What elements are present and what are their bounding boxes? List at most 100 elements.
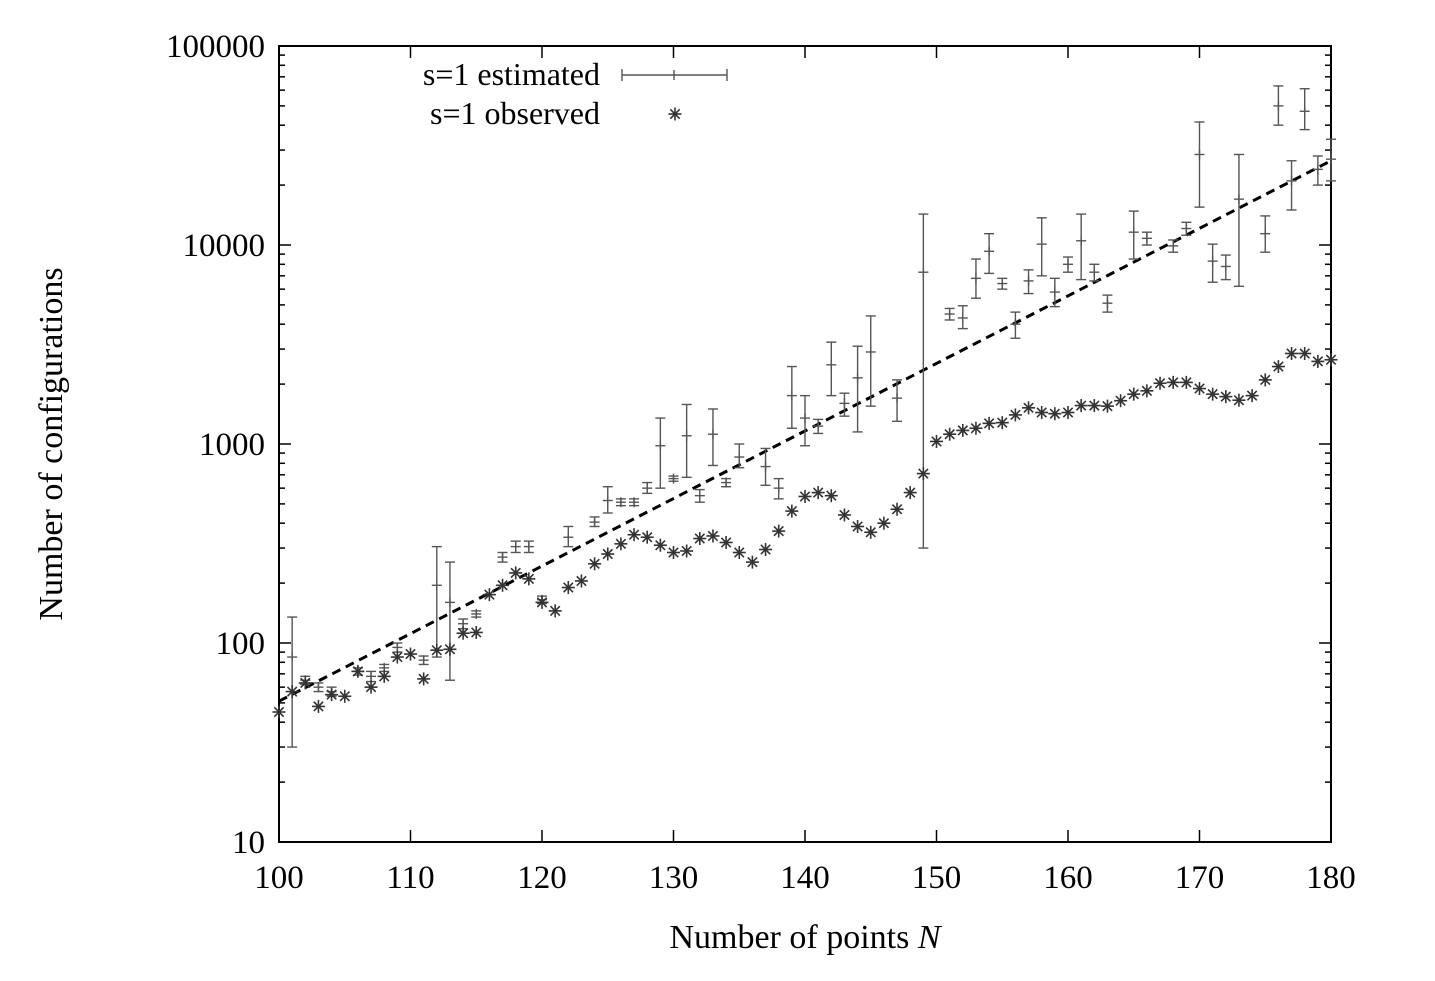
observed-point bbox=[364, 680, 378, 694]
observed-point bbox=[1008, 408, 1022, 422]
observed-point bbox=[1206, 387, 1220, 401]
legend-star-marker bbox=[668, 107, 682, 121]
observed-point bbox=[732, 545, 746, 559]
estimated-point bbox=[852, 345, 863, 433]
estimated-point bbox=[892, 379, 903, 423]
estimated-point bbox=[1326, 138, 1336, 182]
observed-point bbox=[509, 566, 523, 580]
estimated-point bbox=[1194, 121, 1205, 208]
observed-point bbox=[680, 544, 694, 558]
observed-point bbox=[719, 535, 733, 549]
estimated-point bbox=[1036, 217, 1047, 277]
observed-point bbox=[272, 705, 286, 719]
observed-point bbox=[1127, 387, 1141, 401]
x-tick-label: 110 bbox=[386, 860, 434, 896]
estimated-point bbox=[694, 488, 705, 503]
observed-point bbox=[588, 557, 602, 571]
observed-point bbox=[1324, 353, 1338, 367]
observed-point bbox=[1114, 394, 1128, 408]
observed-point bbox=[456, 626, 470, 640]
estimated-point bbox=[1273, 85, 1284, 126]
y-tick-label: 100000 bbox=[166, 29, 265, 65]
estimated-point bbox=[1207, 243, 1218, 283]
estimated-point bbox=[773, 477, 784, 500]
x-tick-label: 100 bbox=[254, 860, 304, 896]
observed-point bbox=[903, 486, 917, 500]
estimated-point bbox=[1076, 213, 1087, 281]
estimated-point bbox=[1299, 88, 1310, 131]
observed-point bbox=[561, 581, 575, 595]
estimated-point bbox=[970, 258, 981, 299]
estimated-point bbox=[918, 213, 929, 549]
y-tick-label: 1000 bbox=[199, 427, 265, 463]
estimated-point bbox=[523, 540, 534, 554]
observed-point bbox=[1035, 405, 1049, 419]
observed-point bbox=[417, 672, 431, 686]
x-tick-label: 170 bbox=[1175, 860, 1225, 896]
observed-point bbox=[390, 650, 404, 664]
x-tick-label: 160 bbox=[1043, 860, 1093, 896]
x-tick-label: 140 bbox=[780, 860, 830, 896]
estimated-point bbox=[642, 481, 653, 495]
observed-point bbox=[1179, 375, 1193, 389]
observed-point bbox=[1048, 407, 1062, 421]
estimated-point bbox=[431, 545, 442, 658]
estimated-point bbox=[1168, 239, 1179, 253]
observed-point bbox=[1219, 390, 1233, 404]
estimated-point bbox=[1102, 294, 1113, 313]
observed-point bbox=[285, 685, 299, 699]
observed-point bbox=[943, 427, 957, 441]
y-tick-label: 10000 bbox=[183, 228, 266, 264]
legend: s=1 estimated s=1 observed bbox=[423, 56, 728, 131]
estimated-point bbox=[1233, 153, 1244, 288]
estimated-point bbox=[1312, 155, 1323, 186]
estimated-point bbox=[287, 616, 298, 748]
observed-point bbox=[1087, 399, 1101, 413]
y-tick-label: 10 bbox=[232, 825, 265, 861]
estimated-point bbox=[615, 497, 626, 508]
observed-point bbox=[548, 604, 562, 618]
x-tick-label: 150 bbox=[912, 860, 962, 896]
estimated-point bbox=[944, 307, 955, 321]
observed-point bbox=[785, 504, 799, 518]
observed-point bbox=[693, 532, 707, 546]
observed-point bbox=[930, 434, 943, 448]
observed-point bbox=[1245, 389, 1259, 403]
estimated-point bbox=[813, 418, 824, 435]
observed-point bbox=[956, 423, 970, 437]
observed-point bbox=[1022, 401, 1036, 415]
axis-ticks bbox=[278, 45, 1332, 843]
observed-point bbox=[469, 625, 483, 639]
estimated-point bbox=[366, 670, 377, 683]
estimated-point bbox=[957, 305, 968, 330]
observed-point bbox=[1311, 354, 1325, 368]
observed-point bbox=[482, 588, 496, 602]
observed-point bbox=[351, 664, 365, 678]
observed-point bbox=[443, 642, 457, 656]
estimated-point bbox=[1128, 210, 1139, 260]
observed-point bbox=[574, 574, 588, 588]
estimated-point bbox=[471, 608, 482, 619]
estimated-point bbox=[444, 561, 455, 681]
observed-point bbox=[772, 524, 786, 538]
observed-point bbox=[1258, 373, 1272, 387]
observed-point bbox=[298, 676, 312, 690]
observed-point bbox=[995, 416, 1009, 430]
observed-point bbox=[614, 537, 628, 551]
observed-point bbox=[1153, 376, 1167, 390]
estimated-point bbox=[629, 497, 640, 508]
estimated-point bbox=[707, 408, 718, 467]
estimated-point bbox=[655, 417, 666, 489]
estimated-point bbox=[602, 486, 613, 514]
estimated-point bbox=[1089, 263, 1100, 282]
estimated-point bbox=[1063, 256, 1073, 273]
x-axis-title: Number of points N bbox=[669, 919, 942, 956]
observed-point bbox=[496, 578, 510, 592]
observed-point bbox=[969, 421, 983, 435]
estimated-point bbox=[497, 551, 508, 563]
observed-point bbox=[1061, 405, 1075, 419]
legend-sample-observed bbox=[668, 107, 682, 121]
x-tick-label: 180 bbox=[1306, 860, 1356, 896]
observed-point bbox=[890, 502, 904, 516]
